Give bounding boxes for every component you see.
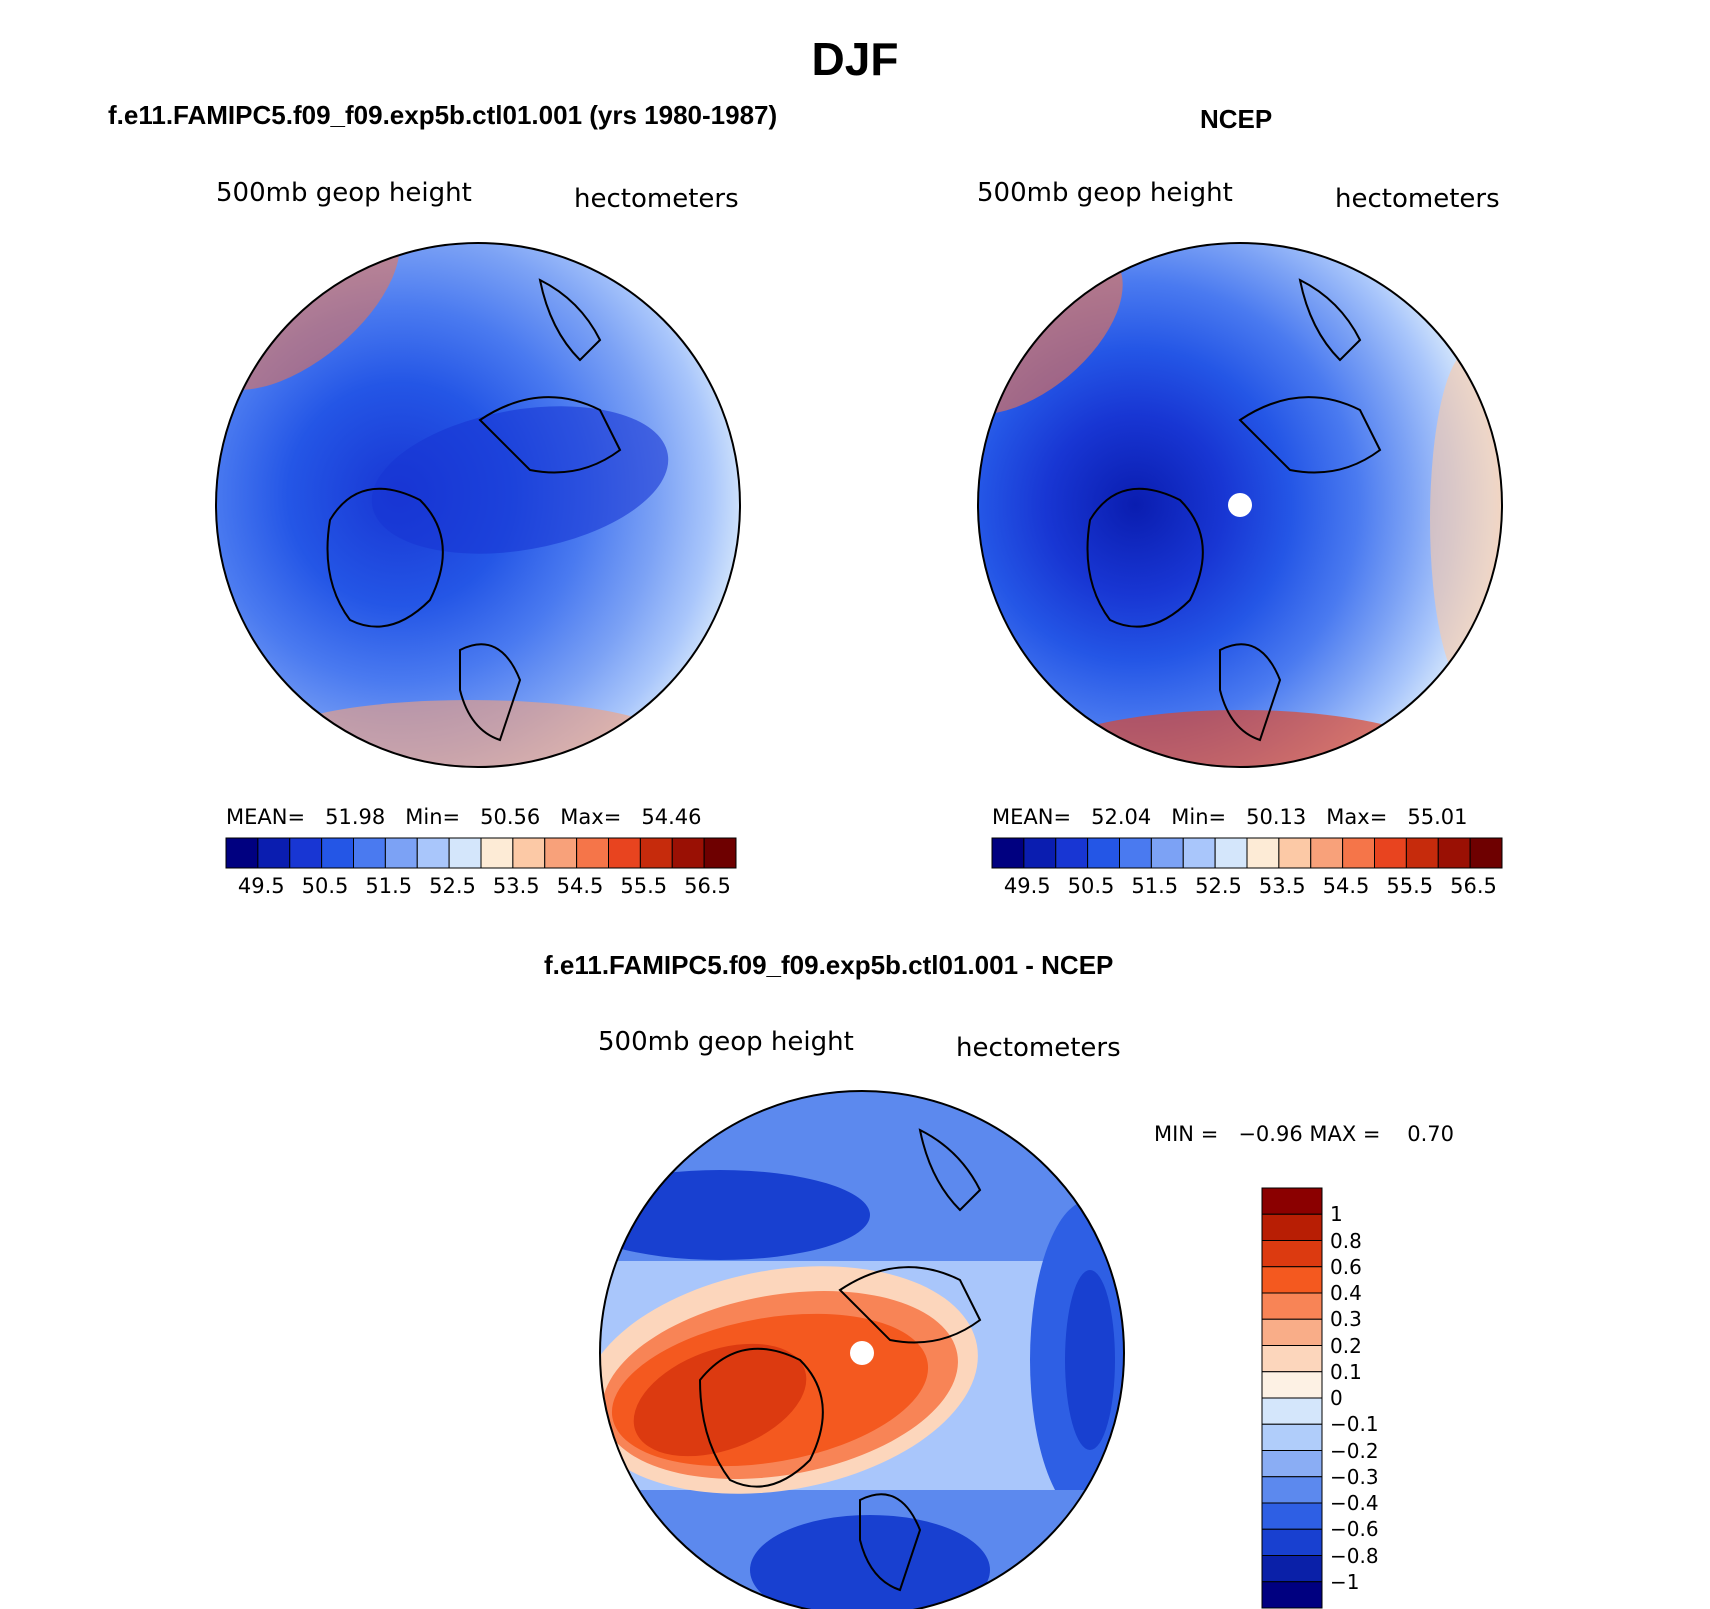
colorbar-tick-label: −0.3 bbox=[1330, 1464, 1379, 1489]
colorbar-tick-label: 52.5 bbox=[429, 874, 476, 898]
colorbar-tick-label: 50.5 bbox=[1067, 874, 1115, 898]
colorbar-swatch bbox=[703, 837, 737, 869]
colorbar-swatch bbox=[1278, 837, 1312, 869]
colorbar-tick-label: 51.5 bbox=[365, 874, 413, 898]
variable-label-ncep: 500mb geop height bbox=[977, 178, 1233, 208]
colorbar-tick-label: −0.2 bbox=[1330, 1438, 1379, 1463]
colorbar-swatch bbox=[1261, 1555, 1323, 1583]
colorbar-swatch bbox=[1374, 837, 1407, 869]
colorbar-swatch bbox=[1437, 837, 1471, 869]
colorbar-tick-label: −0.4 bbox=[1330, 1491, 1379, 1515]
colorbar-tick-label: 49.5 bbox=[237, 874, 285, 898]
colorbar-swatch bbox=[512, 837, 546, 869]
stats-diff: MIN = −0.96 MAX = 0.70 bbox=[1154, 1122, 1454, 1146]
colorbar-swatch bbox=[1261, 1423, 1323, 1451]
colorbar-swatch bbox=[1261, 1528, 1323, 1556]
variable-label-diff: 500mb geop height bbox=[598, 1027, 854, 1057]
colorbar-swatch bbox=[1405, 837, 1439, 869]
colorbar-tick-label: −0.8 bbox=[1330, 1543, 1379, 1568]
colorbar-tick-label: 53.5 bbox=[492, 874, 540, 898]
colorbar-tick-label: 55.5 bbox=[620, 874, 668, 898]
colorbar-swatch bbox=[384, 837, 418, 869]
colorbar-tick-label: −0.6 bbox=[1330, 1517, 1379, 1542]
panel-title-model: f.e11.FAMIPC5.f09_f09.exp5b.ctl01.001 (y… bbox=[108, 100, 778, 130]
colorbar-swatch bbox=[1261, 1502, 1323, 1530]
colorbar-swatch bbox=[1261, 1240, 1323, 1268]
colorbar-diff bbox=[1261, 1187, 1323, 1609]
figure-title: DJF bbox=[811, 33, 899, 85]
colorbar-tick-label: 0.3 bbox=[1330, 1307, 1362, 1332]
colorbar-tick-label: 0.2 bbox=[1330, 1333, 1362, 1358]
colorbar-swatch bbox=[671, 837, 705, 869]
colorbar-tick-label: 55.5 bbox=[1386, 874, 1434, 898]
colorbar-labels-ncep: 49.5 50.5 51.5 52.5 53.5 54.5 55.5 56.5 bbox=[992, 874, 1502, 904]
colorbar-swatch bbox=[225, 837, 259, 869]
colorbar-swatch bbox=[1119, 837, 1152, 869]
colorbar-swatch bbox=[1055, 837, 1089, 869]
colorbar-tick-label: 0.4 bbox=[1330, 1281, 1362, 1305]
panel-title-diff: f.e11.FAMIPC5.f09_f09.exp5b.ctl01.001 - … bbox=[544, 950, 1114, 980]
units-label-model: hectometers bbox=[574, 184, 739, 214]
colorbar-swatch bbox=[544, 837, 578, 869]
colorbar-labels-model: 49.5 50.5 51.5 52.5 53.5 54.5 55.5 56.5 bbox=[226, 874, 736, 904]
colorbar-tick-label: 0.1 bbox=[1330, 1359, 1362, 1384]
colorbar-tick-label: 0.8 bbox=[1330, 1228, 1362, 1253]
units-label-ncep: hectometers bbox=[1335, 184, 1500, 214]
colorbar-swatch bbox=[1469, 837, 1503, 869]
colorbar-swatch bbox=[1261, 1345, 1323, 1373]
colorbar-swatch bbox=[576, 837, 609, 869]
colorbar-swatch bbox=[1261, 1581, 1323, 1609]
colorbar-swatch bbox=[1261, 1292, 1323, 1320]
colorbar-swatch bbox=[448, 837, 482, 869]
colorbar-tick-label: 1 bbox=[1330, 1202, 1343, 1227]
colorbar-swatch bbox=[1246, 837, 1280, 869]
colorbar-tick-label: 54.5 bbox=[1322, 874, 1370, 898]
colorbar-swatch bbox=[1261, 1476, 1323, 1504]
colorbar-tick-label: 56.5 bbox=[684, 874, 731, 898]
stats-ncep: MEAN= 52.04 Min= 50.13 Max= 55.01 bbox=[992, 805, 1468, 829]
colorbar-swatch bbox=[1342, 837, 1375, 869]
colorbar-swatch bbox=[480, 837, 514, 869]
colorbar-swatch bbox=[321, 837, 354, 869]
colorbar-tick-label: −1 bbox=[1330, 1569, 1360, 1594]
colorbar-swatch bbox=[353, 837, 386, 869]
colorbar-labels-diff: 1 0.8 0.6 0.4 0.3 0.2 0.1 0 −0.1 −0.2 −0.3 −0.4 −0.6… bbox=[1330, 1188, 1410, 1608]
colorbar-swatch bbox=[1261, 1266, 1323, 1294]
colorbar-tick-label: 56.5 bbox=[1450, 874, 1497, 898]
colorbar-swatch bbox=[1261, 1318, 1323, 1346]
colorbar-tick-label: 49.5 bbox=[1003, 874, 1051, 898]
units-label-diff: hectometers bbox=[956, 1033, 1121, 1063]
colorbar-tick-label: 53.5 bbox=[1258, 874, 1306, 898]
colorbar-swatch bbox=[416, 837, 450, 869]
colorbar-swatch bbox=[1214, 837, 1248, 869]
colorbar-tick-label: 51.5 bbox=[1131, 874, 1179, 898]
colorbar-tick-label: 52.5 bbox=[1195, 874, 1242, 898]
colorbar-swatch bbox=[1310, 837, 1344, 869]
colorbar-swatch bbox=[1261, 1450, 1323, 1478]
colorbar-swatch bbox=[1261, 1397, 1323, 1425]
colorbar-tick-label: 50.5 bbox=[301, 874, 349, 898]
colorbar-tick-label: 0 bbox=[1330, 1386, 1343, 1410]
colorbar-swatch bbox=[1087, 837, 1120, 869]
colorbar-tick-label: 54.5 bbox=[556, 874, 604, 898]
colorbar-swatch bbox=[1261, 1371, 1323, 1399]
colorbar-swatch bbox=[1261, 1213, 1323, 1241]
colorbar-swatch bbox=[991, 837, 1025, 869]
colorbar-swatch bbox=[639, 837, 673, 869]
colorbar-ncep bbox=[991, 837, 1503, 869]
stats-model: MEAN= 51.98 Min= 50.56 Max= 54.46 bbox=[226, 805, 702, 829]
variable-label-model: 500mb geop height bbox=[216, 178, 472, 208]
panel-title-ncep: NCEP bbox=[1200, 104, 1273, 134]
colorbar-tick-label: 0.6 bbox=[1330, 1254, 1362, 1279]
colorbar-swatch bbox=[1150, 837, 1184, 869]
colorbar-swatch bbox=[289, 837, 323, 869]
colorbar-tick-label: −0.1 bbox=[1330, 1412, 1379, 1437]
colorbar-model bbox=[225, 837, 737, 869]
colorbar-swatch bbox=[1261, 1187, 1323, 1215]
